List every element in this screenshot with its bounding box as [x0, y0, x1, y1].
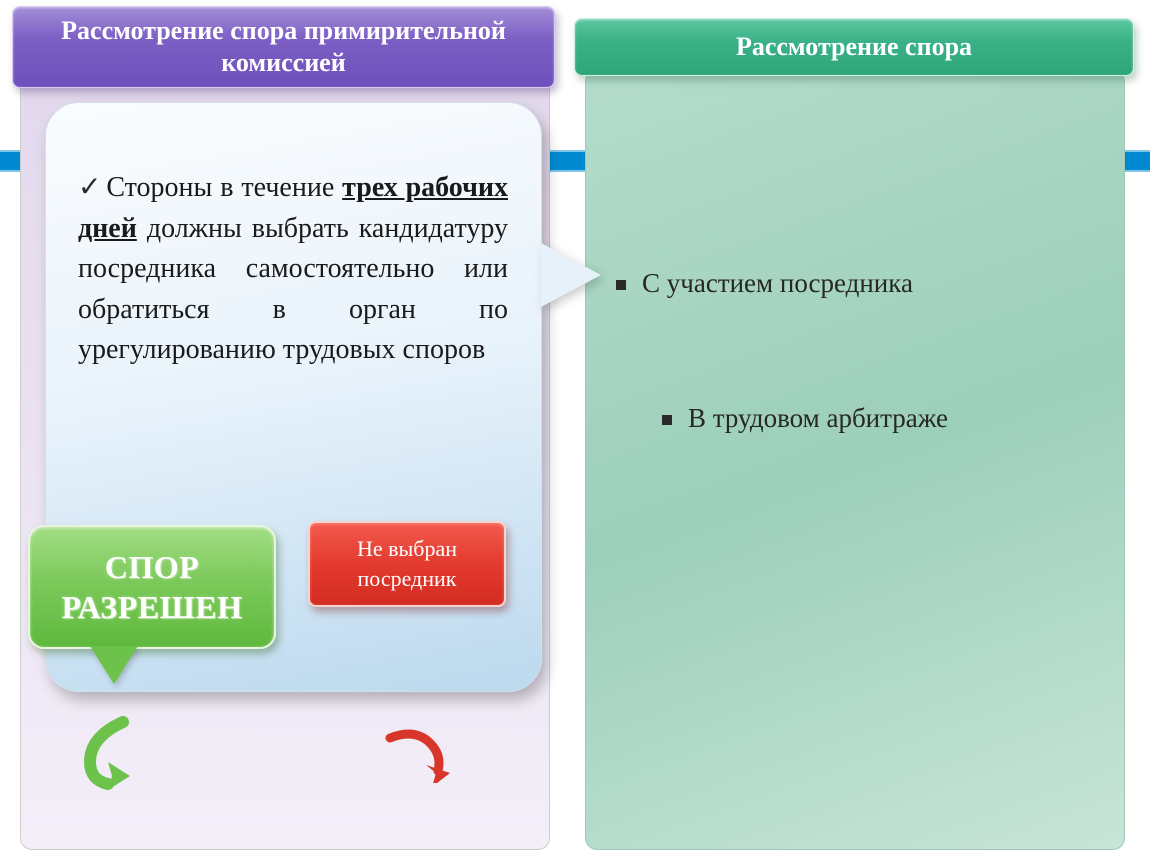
- right-panel: [585, 70, 1125, 850]
- callout-prefix: Стороны в течение: [106, 172, 342, 203]
- right-bullet-mediator: С участием посредника: [616, 268, 1106, 299]
- badge-resolved: СПОР РАЗРЕШЕН: [28, 525, 276, 649]
- badge-not-chosen: Не выбран посредник: [308, 521, 506, 607]
- bullet-icon: [616, 280, 626, 290]
- right-item-mediator-text: С участием посредника: [642, 268, 913, 299]
- header-left: Рассмотрение спора примирительной комисс…: [12, 6, 555, 88]
- badge-not-chosen-text: Не выбран посредник: [310, 534, 504, 593]
- callout-tail: [541, 243, 601, 307]
- badge-resolved-text: СПОР РАЗРЕШЕН: [30, 547, 274, 627]
- check-icon: ✓: [78, 172, 102, 203]
- callout-text: ✓Стороны в течение трех рабочих дней дол…: [78, 168, 508, 371]
- header-right-text: Рассмотрение спора: [736, 32, 972, 62]
- header-right: Рассмотрение спора: [574, 18, 1134, 76]
- header-left-text: Рассмотрение спора примирительной комисс…: [33, 15, 534, 80]
- bullet-icon: [662, 415, 672, 425]
- right-bullet-arbitration: В трудовом арбитраже: [662, 403, 1102, 434]
- right-item-arbitration-text: В трудовом арбитраже: [688, 403, 948, 434]
- callout-suffix: должны выбрать кандидатуру посредника са…: [78, 213, 508, 366]
- arrow-red-icon: [380, 723, 460, 783]
- arrow-green-icon: [78, 712, 148, 792]
- badge-resolved-tail: [90, 646, 138, 684]
